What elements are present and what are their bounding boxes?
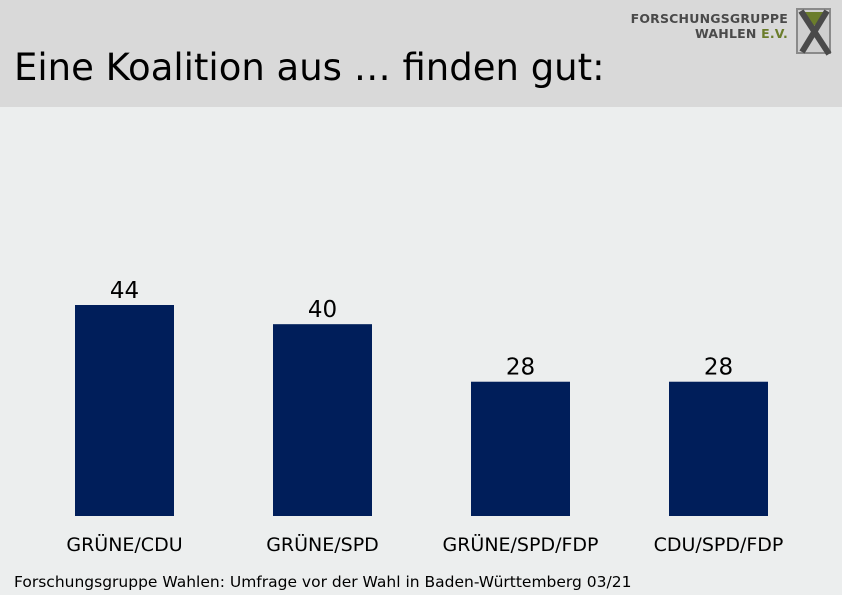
bar-1 [273,324,372,516]
fgw-x-logo-icon [796,8,832,56]
logo-line-2: WAHLEN [695,26,757,41]
value-label-2: 28 [506,355,535,381]
header-band: Eine Koalition aus … finden gut: FORSCHU… [0,0,842,107]
bar-chart: 44 GRÜNE/CDU 40 GRÜNE/SPD 28 GRÜNE/SPD/FDP 28 C… [66,278,784,556]
bar-2 [471,381,570,516]
source-note: Forschungsgruppe Wahlen: Umfrage vor der… [14,573,632,591]
category-label-0: GRÜNE/CDU [66,533,182,556]
value-label-0: 44 [110,278,139,304]
page-title: Eine Koalition aus … finden gut: [14,46,605,89]
category-label-3: CDU/SPD/FDP [654,534,784,556]
bar-3 [669,381,768,516]
logo-line-1: FORSCHUNGSGRUPPE [630,11,788,26]
logo-wordmark: FORSCHUNGSGRUPPE WAHLEN E.V. [631,11,788,41]
logo-accent: E.V. [761,26,788,41]
category-label-1: GRÜNE/SPD [266,533,379,556]
value-label-3: 28 [704,355,733,381]
category-label-2: GRÜNE/SPD/FDP [442,533,598,556]
value-label-1: 40 [308,297,337,323]
bar-0 [75,305,174,516]
